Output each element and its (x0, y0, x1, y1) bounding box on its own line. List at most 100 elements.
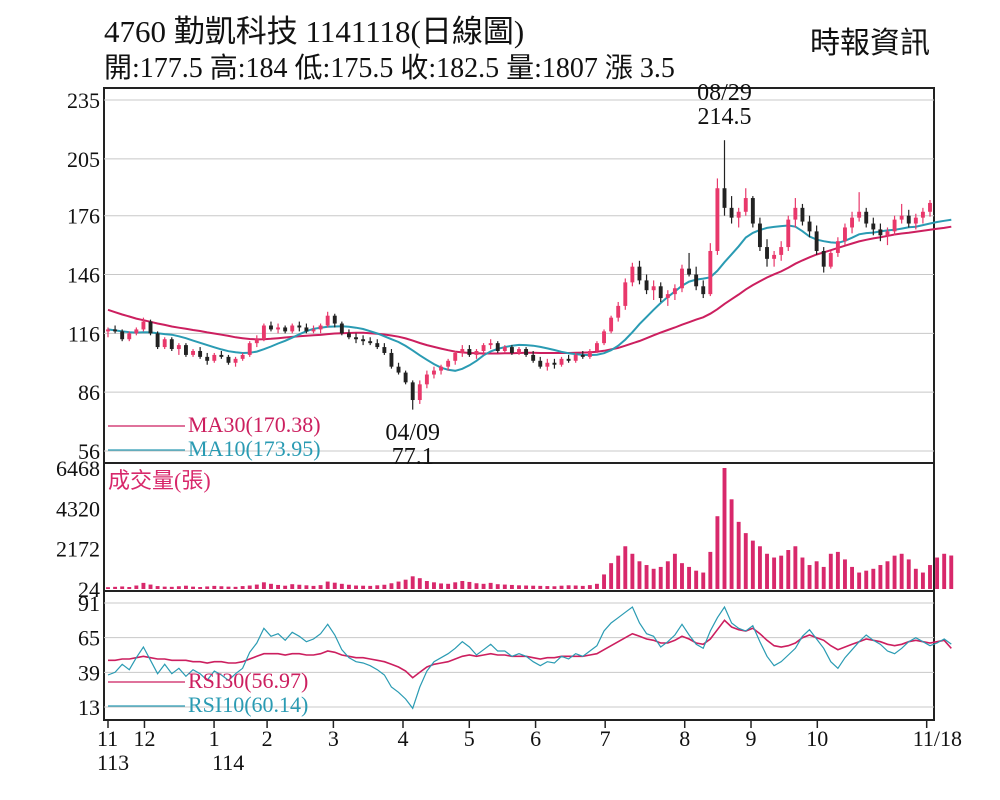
candle-body (240, 354, 245, 359)
candle-body (481, 345, 486, 351)
volume-bar (672, 553, 677, 589)
volume-bar (857, 572, 862, 589)
volume-bar (538, 585, 543, 589)
volume-bar (446, 583, 451, 589)
low-annotation-value: 77.1 (392, 444, 434, 470)
candle-body (191, 350, 195, 355)
candle-body (651, 286, 656, 291)
ma10-line (107, 218, 952, 372)
candle-body (120, 331, 125, 340)
volume-bar (134, 585, 139, 589)
candle-body (233, 358, 238, 363)
chart-frame (103, 87, 935, 721)
candle-body (325, 315, 330, 326)
candle-body (361, 339, 366, 342)
price-tick-label: 56 (78, 439, 100, 464)
candle-body (765, 247, 769, 259)
volume-bar (687, 566, 692, 589)
volume-bar (488, 582, 493, 589)
price-tick-label: 176 (67, 204, 100, 229)
volume-bar (651, 568, 656, 589)
volume-bar (701, 572, 706, 589)
x-tick-label: 6 (530, 726, 541, 751)
candle-body (332, 315, 337, 324)
volume-bar (318, 585, 323, 589)
candle-body (453, 352, 458, 361)
volume-bar (750, 540, 755, 589)
volume-bar (843, 559, 847, 589)
candle-body (460, 349, 465, 353)
volume-bar (474, 583, 479, 589)
volume-bar (623, 546, 628, 589)
candle-body (212, 354, 217, 361)
candle-body (283, 327, 288, 332)
candle-body (835, 241, 840, 253)
candle-body (694, 274, 699, 287)
volume-bar (240, 586, 245, 589)
volume-panel-title: 成交量(張) (108, 468, 211, 493)
rsi-legend-label: RSI30(56.97) (188, 668, 308, 693)
candle-body (176, 345, 181, 350)
volume-bar (396, 581, 401, 589)
candle-body (658, 286, 663, 299)
price-tick-label: 116 (68, 321, 100, 346)
volume-bar (205, 586, 210, 589)
volume-bar (644, 565, 649, 589)
candle-body (594, 343, 599, 351)
volume-bar (403, 579, 408, 589)
candle-body (113, 329, 118, 332)
volume-bar (517, 585, 521, 589)
volume-bar (332, 582, 337, 589)
rsi30-line (108, 619, 952, 679)
candle-body (864, 211, 869, 224)
volume-bar (885, 561, 890, 589)
volume-bar (346, 584, 351, 589)
price-tick-label: 146 (67, 263, 100, 288)
volume-bar (630, 553, 635, 589)
volume-bar (509, 584, 514, 589)
ma-legend-label: MA30(170.38) (188, 412, 321, 437)
candle-body (247, 343, 252, 355)
x-tick-label: 5 (464, 726, 475, 751)
volume-bar (743, 533, 748, 589)
rsi-tick-label: 13 (78, 695, 100, 720)
candle-body (857, 211, 862, 218)
volume-bar (304, 585, 309, 589)
candle-body (439, 366, 444, 371)
x-tick-year-label: 114 (212, 750, 244, 775)
candle-body (467, 349, 472, 355)
volume-bar (878, 565, 883, 589)
candle-body (913, 217, 918, 224)
candle-body (545, 362, 550, 367)
rsi-tick-label: 65 (78, 626, 100, 651)
candle-body (793, 207, 798, 220)
volume-bar (708, 551, 713, 589)
volume-bar (559, 585, 564, 589)
candle-body (680, 268, 684, 289)
candle-body (432, 370, 436, 375)
candle-body (715, 188, 720, 251)
volume-bar (361, 585, 366, 589)
volume-bar (602, 574, 606, 589)
volume-bar (779, 555, 784, 589)
volume-bar (141, 582, 146, 589)
volume-bar (616, 555, 621, 589)
candle-body (772, 254, 777, 259)
high-annotation-value: 214.5 (698, 104, 752, 130)
volume-bar (389, 583, 394, 589)
candle-body (708, 250, 713, 295)
candle-body (814, 231, 819, 251)
volume-bar (162, 586, 167, 589)
x-tick-label: 7 (600, 726, 611, 751)
volume-bar (715, 516, 720, 589)
candle-body (524, 349, 529, 355)
candle-body (722, 188, 727, 208)
volume-bar (283, 585, 288, 589)
candle-body (871, 223, 876, 230)
candle-body (892, 219, 897, 232)
volume-bar (311, 585, 316, 589)
volume-bar (658, 566, 663, 589)
candle-body (318, 325, 323, 330)
candle-body (587, 350, 592, 357)
